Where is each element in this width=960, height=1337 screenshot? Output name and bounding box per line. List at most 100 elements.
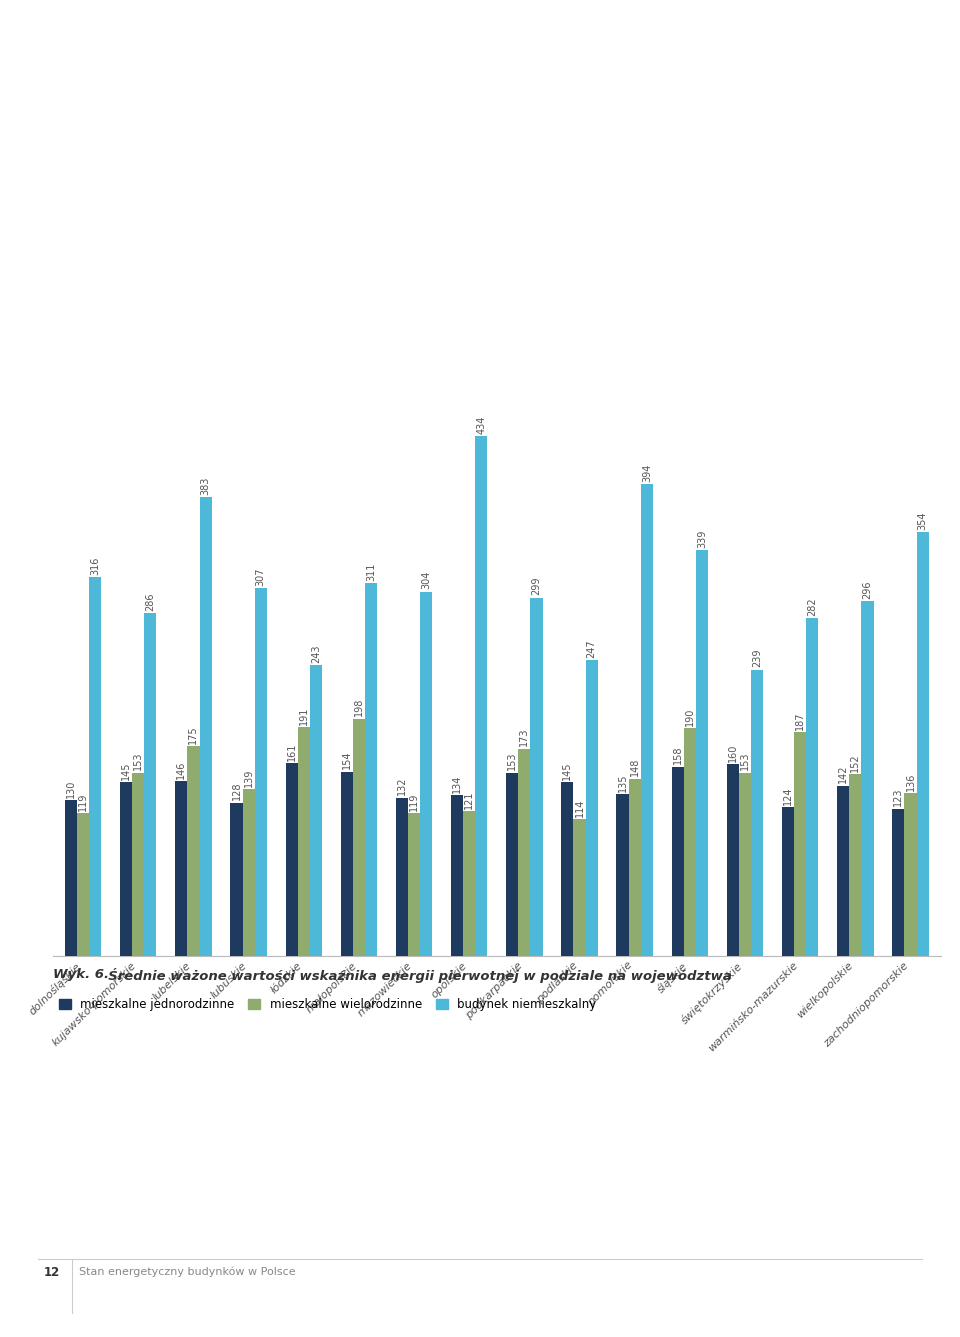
Text: 383: 383 — [201, 476, 210, 495]
Text: 146: 146 — [177, 761, 186, 778]
Text: 154: 154 — [342, 750, 351, 769]
Text: 128: 128 — [231, 782, 242, 801]
Text: 190: 190 — [684, 707, 695, 726]
Text: 299: 299 — [532, 578, 541, 595]
Text: 139: 139 — [244, 769, 253, 787]
Bar — [120, 782, 132, 956]
Text: Wyk. 6.: Wyk. 6. — [53, 968, 108, 981]
Text: 160: 160 — [728, 743, 738, 762]
Bar — [904, 793, 917, 956]
Text: 175: 175 — [188, 726, 199, 743]
Bar — [176, 781, 187, 956]
Bar — [861, 602, 874, 956]
Text: 142: 142 — [838, 765, 849, 783]
Bar — [310, 664, 322, 956]
Bar — [463, 812, 475, 956]
Bar — [408, 813, 420, 956]
Text: 394: 394 — [642, 464, 652, 481]
Bar — [187, 746, 200, 956]
Bar — [696, 550, 708, 956]
Text: 136: 136 — [905, 773, 916, 790]
Text: 119: 119 — [78, 793, 88, 812]
Text: 153: 153 — [740, 751, 750, 770]
Text: Stan energetyczny budynków w Polsce: Stan energetyczny budynków w Polsce — [79, 1266, 296, 1277]
Text: 148: 148 — [630, 758, 639, 777]
Bar — [341, 771, 353, 956]
Bar — [298, 727, 310, 956]
Text: 247: 247 — [587, 639, 597, 658]
Text: 243: 243 — [311, 644, 321, 663]
Bar — [629, 778, 640, 956]
Text: 198: 198 — [354, 698, 364, 717]
Text: 124: 124 — [783, 786, 793, 805]
Bar — [518, 749, 531, 956]
Text: 296: 296 — [862, 580, 873, 599]
Text: 134: 134 — [452, 774, 462, 793]
Bar — [794, 731, 806, 956]
Bar — [727, 765, 739, 956]
Bar — [396, 798, 408, 956]
Text: 145: 145 — [563, 761, 572, 779]
Bar — [562, 782, 573, 956]
Text: 316: 316 — [90, 556, 100, 575]
Bar — [531, 598, 542, 956]
Text: 158: 158 — [673, 746, 683, 765]
Bar — [353, 719, 365, 956]
Text: 123: 123 — [894, 787, 903, 806]
Text: 152: 152 — [851, 753, 860, 771]
Bar — [837, 786, 850, 956]
Bar — [751, 670, 763, 956]
Bar — [672, 766, 684, 956]
Bar — [506, 773, 518, 956]
Text: 173: 173 — [519, 727, 529, 746]
Text: 153: 153 — [133, 751, 143, 770]
Bar — [917, 532, 928, 956]
Text: 121: 121 — [465, 790, 474, 809]
Text: 135: 135 — [617, 773, 628, 792]
Text: 114: 114 — [574, 798, 585, 817]
Text: 153: 153 — [507, 751, 517, 770]
Text: 145: 145 — [121, 761, 132, 779]
Text: 119: 119 — [409, 793, 420, 812]
Text: 286: 286 — [145, 592, 156, 611]
Bar — [475, 436, 488, 956]
Bar — [365, 583, 377, 956]
Bar — [230, 802, 243, 956]
Bar — [254, 588, 267, 956]
Bar — [65, 801, 77, 956]
Bar — [243, 789, 254, 956]
Bar — [782, 808, 794, 956]
Text: 354: 354 — [918, 511, 927, 529]
Bar — [573, 820, 586, 956]
Text: 311: 311 — [366, 563, 376, 582]
Text: 132: 132 — [396, 777, 407, 796]
Bar — [739, 773, 751, 956]
Bar — [144, 614, 156, 956]
Bar — [892, 809, 904, 956]
Text: 307: 307 — [255, 567, 266, 586]
Text: 339: 339 — [697, 529, 707, 548]
Text: 434: 434 — [476, 416, 487, 433]
Bar — [806, 618, 818, 956]
Bar — [285, 763, 298, 956]
Text: 282: 282 — [807, 598, 817, 616]
Bar — [684, 729, 696, 956]
Bar — [132, 773, 144, 956]
Bar — [586, 660, 598, 956]
Bar — [640, 484, 653, 956]
Bar — [616, 794, 629, 956]
Text: 12: 12 — [43, 1266, 60, 1280]
Bar — [200, 497, 211, 956]
Text: 304: 304 — [421, 571, 431, 590]
Bar — [77, 813, 89, 956]
Bar — [850, 774, 861, 956]
Bar — [451, 796, 463, 956]
Text: 130: 130 — [66, 779, 76, 798]
Text: 191: 191 — [299, 706, 309, 725]
Bar — [89, 578, 102, 956]
Legend: mieszkalne jednorodzinne, mieszkalne wielorodzinne, budynek niemieszkalny: mieszkalne jednorodzinne, mieszkalne wie… — [59, 997, 596, 1011]
Text: 187: 187 — [795, 711, 805, 730]
Bar — [420, 592, 432, 956]
Text: Średnie ważone wartości wskaźnika energii pierwotnej w podziale na województwa: Średnie ważone wartości wskaźnika energi… — [99, 968, 732, 983]
Text: 161: 161 — [287, 742, 297, 761]
